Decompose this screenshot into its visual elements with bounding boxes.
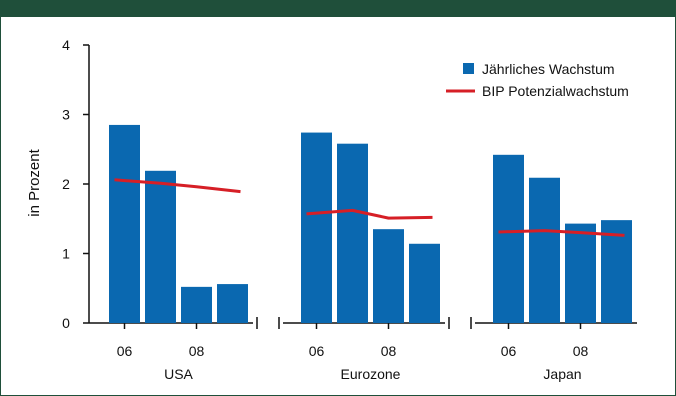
header-bar [1,0,676,17]
bar [373,229,404,323]
y-tick-label: 0 [62,315,70,331]
chart-marks: 0 1 2 3 4 06 08 USA 06 08 Eurozone 06 08 Japan [62,37,637,382]
potential-growth-line [498,229,625,237]
bar [217,284,248,323]
bar [529,177,560,323]
bar [337,143,368,323]
x-tick-label: 08 [381,343,397,359]
legend-label-line: BIP Potenzialwachstum [482,83,629,99]
bar [301,132,332,323]
x-tick-label: 08 [189,343,205,359]
x-tick-label: 06 [117,343,133,359]
bar [181,286,212,323]
chart-legend: Jährliches Wachstum BIP Potenzialwachstu… [446,61,629,99]
legend-label-bars: Jährliches Wachstum [482,61,615,77]
bar [565,223,596,323]
potential-growth-line [306,208,433,220]
y-tick-label: 2 [62,176,70,192]
legend-swatch-bars [463,63,474,74]
y-tick-label: 3 [62,107,70,123]
bar [145,170,176,323]
y-axis-label: in Prozent [26,148,43,216]
bar [109,124,140,323]
y-tick-label: 4 [62,37,70,53]
x-tick-label: 06 [309,343,325,359]
x-tick-label: 08 [573,343,589,359]
y-tick-label: 1 [62,246,70,262]
bar [601,220,632,323]
group-label: USA [164,366,193,382]
bar [493,154,524,323]
group-label: Eurozone [341,366,401,382]
group-label: Japan [543,366,581,382]
x-tick-label: 06 [501,343,517,359]
potential-growth-line [114,178,241,194]
bar [409,243,440,323]
